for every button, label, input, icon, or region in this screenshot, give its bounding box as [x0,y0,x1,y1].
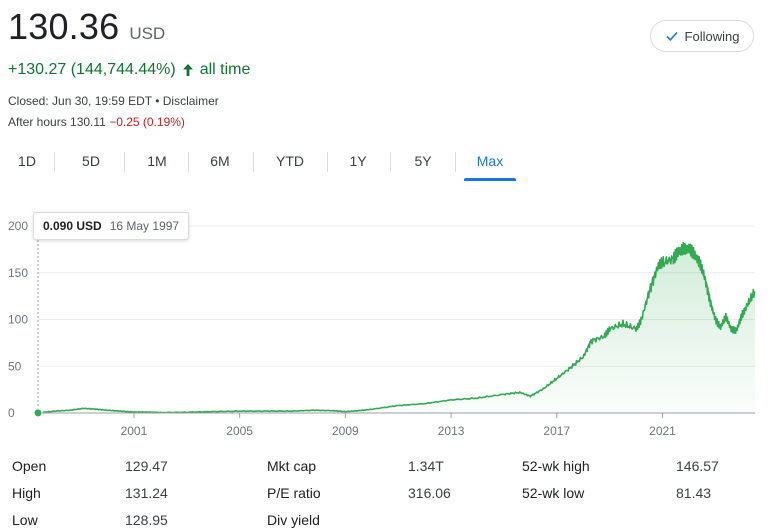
following-button[interactable]: Following [650,20,754,52]
x-tick-label: 2013 [438,424,465,438]
hover-point [33,408,43,418]
tooltip-value: 0.090 USD [43,219,102,233]
stat-value: 81.43 [676,485,712,501]
x-tick-label: 2017 [543,424,570,438]
y-tick-label: 0 [8,406,15,420]
tab-separator [124,152,125,172]
tab-1d[interactable]: 1D [8,146,46,178]
y-tick-label: 200 [8,219,28,233]
tab-max[interactable]: Max [458,146,522,181]
current-price: 130.36 [8,6,120,47]
range-tabs: 1D 5D 1M 6M YTD 1Y 5Y Max [0,146,540,182]
tab-separator [455,152,456,172]
tab-label: 1D [18,153,36,169]
after-hours: After hours 130.11 −0.25 (0.19%) [8,115,185,129]
tab-label: 1Y [349,153,367,169]
stat-label: Low [12,512,38,528]
x-tick-label: 2005 [226,424,253,438]
series-area [38,242,755,413]
stat-value: 129.47 [125,458,168,474]
stat-label: 52-wk low [522,485,585,501]
stat-label: 52-wk high [522,458,590,474]
tab-label: 6M [210,153,230,169]
tab-separator [54,152,55,172]
currency-label: USD [129,24,166,43]
tab-5d[interactable]: 5D [62,146,120,178]
stat-value: 316.06 [408,485,451,501]
tab-6m[interactable]: 6M [190,146,250,178]
active-tab-indicator [464,178,516,181]
tab-1m[interactable]: 1M [128,146,186,178]
tab-separator [327,152,328,172]
tab-label: 1M [147,153,167,169]
stat-value: 1.34T [408,458,444,474]
arrow-up-icon [182,64,193,76]
x-tick-label: 2021 [649,424,676,438]
stat-label: Mkt cap [267,458,317,474]
tab-ytd[interactable]: YTD [256,146,324,178]
price-change: +130.27 (144,744.44%) [8,61,176,78]
stat-label: High [12,485,41,501]
tab-5y[interactable]: 5Y [394,146,452,178]
following-label: Following [684,28,740,44]
tab-label: YTD [276,153,304,169]
tab-separator [253,152,254,172]
change-period: all time [199,61,251,78]
y-tick-label: 50 [8,359,22,373]
y-tick-label: 150 [8,266,28,280]
chart-tooltip: 0.090 USD 16 May 1997 [33,212,190,240]
stat-value: 146.57 [676,458,719,474]
after-hours-change: −0.25 (0.19%) [109,115,185,129]
chart-svg: 0 50 100 150 200 2001 2005 2009 2013 2017 2021 [8,212,756,438]
tab-1y[interactable]: 1Y [330,146,386,178]
tab-separator [188,152,189,172]
y-tick-label: 100 [8,313,28,327]
stat-label: Div yield [267,512,320,528]
price-row: 130.36 USD [8,6,165,48]
x-tick-label: 2009 [332,424,359,438]
stat-label: P/E ratio [267,485,321,501]
closed-status: Closed: Jun 30, 19:59 EDT • Disclaimer [8,94,219,108]
stat-value: 131.24 [125,485,168,501]
after-hours-label: After hours 130.11 [8,115,106,129]
tab-label: 5D [82,153,100,169]
tab-label: Max [476,153,504,169]
change-row: +130.27 (144,744.44%) all time [8,61,250,79]
check-icon [665,31,678,41]
x-tick-label: 2001 [121,424,148,438]
price-chart: 0 50 100 150 200 2001 2005 2009 2013 2017 2021 0.0… [0,200,780,445]
tab-separator [390,152,391,172]
tooltip-date: 16 May 1997 [109,219,180,233]
stat-value: 128.95 [125,512,168,528]
tab-label: 5Y [414,153,432,169]
stat-label: Open [12,458,47,474]
